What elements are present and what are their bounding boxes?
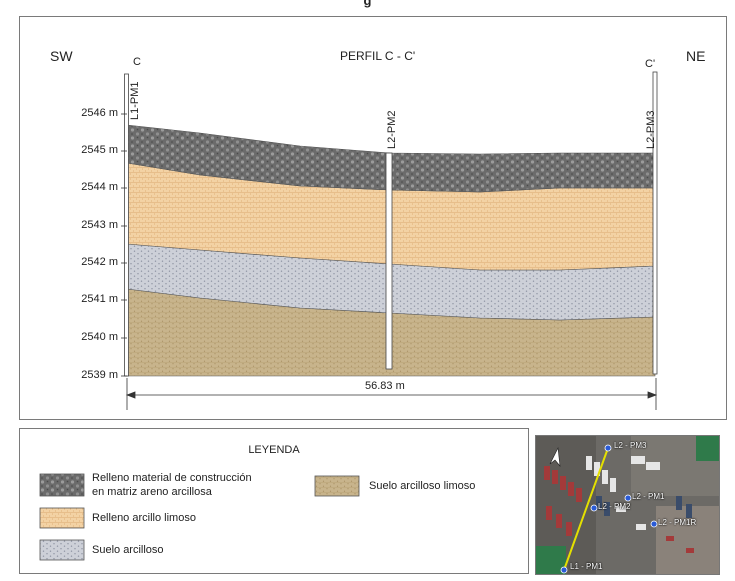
map-marker-l2-pm1 <box>624 494 632 502</box>
marker-c: C <box>133 56 141 68</box>
map-marker-l2-pm3 <box>604 444 612 452</box>
y-tick-2544: 2544 m <box>81 181 118 193</box>
map-label-l2-pm2: L2 - PM2 <box>598 502 631 511</box>
y-tick-2545: 2545 m <box>81 144 118 156</box>
y-tick-2542: 2542 m <box>81 256 118 268</box>
profile-title: PERFIL C - C' <box>340 49 416 63</box>
map-marker-l2-pm2 <box>590 504 598 512</box>
y-tick-2546: 2546 m <box>81 107 118 119</box>
profile-frame <box>19 16 727 420</box>
marker-c-prime: C' <box>645 58 656 70</box>
legend-item-relleno-construccion: Relleno material de construcción en matr… <box>92 471 252 499</box>
map-label-l1-pm1: L1 - PM1 <box>570 562 603 571</box>
map-marker-l1-pm1 <box>560 566 568 574</box>
figure-caption: g <box>363 0 372 8</box>
y-tick-2539: 2539 m <box>81 369 118 381</box>
direction-ne: NE <box>686 48 706 64</box>
legend-item-suelo-arcilloso-limoso: Suelo arcilloso limoso <box>369 480 476 492</box>
y-tick-2540: 2540 m <box>81 331 118 343</box>
north-arrow-icon <box>549 446 561 467</box>
aerial-map-image <box>536 436 719 574</box>
legend-title: LEYENDA <box>248 444 300 456</box>
legend-item-suelo-arcilloso: Suelo arcilloso <box>92 544 164 556</box>
direction-sw: SW <box>50 48 73 64</box>
y-tick-2541: 2541 m <box>81 293 118 305</box>
borehole-l2-pm3 <box>652 71 658 375</box>
legend-item-relleno-arcillo-limoso: Relleno arcillo limoso <box>92 512 196 524</box>
map-label-l2-pm1r: L2 - PM1R <box>658 518 697 527</box>
map-label-l2-pm3: L2 - PM3 <box>614 441 647 450</box>
borehole-l2-pm2 <box>385 152 393 370</box>
y-tick-2543: 2543 m <box>81 219 118 231</box>
borehole-label-l2-pm3: L2-PM3 <box>645 110 657 149</box>
distance-label: 56.83 m <box>365 380 405 392</box>
map-marker-l2-pm1r <box>650 520 658 528</box>
location-map-inset: L2 - PM3 L2 - PM2 L2 - PM1 L2 - PM1R L1 … <box>535 435 720 575</box>
borehole-label-l2-pm2: L2-PM2 <box>386 110 398 149</box>
legend-frame <box>19 428 529 574</box>
borehole-label-l1-pm1: L1-PM1 <box>129 81 141 120</box>
borehole-l1-pm1 <box>124 73 129 377</box>
legend-item-line1: Relleno material de construcción <box>92 472 252 484</box>
legend-item-line2: en matriz areno arcillosa <box>92 486 212 498</box>
map-label-l2-pm1: L2 - PM1 <box>632 492 665 501</box>
